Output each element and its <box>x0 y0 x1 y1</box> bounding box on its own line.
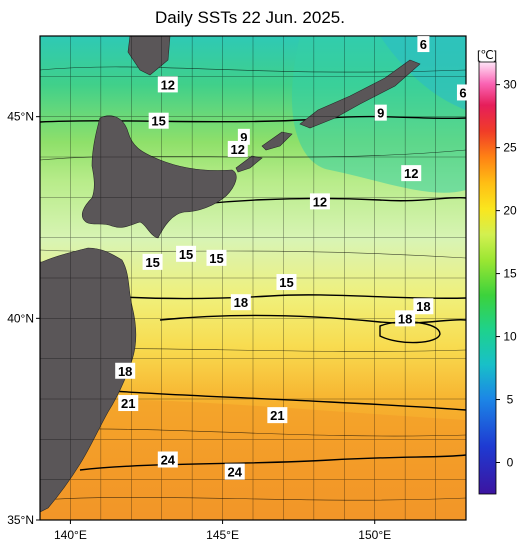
colorbar-tick-label: 0 <box>507 456 514 470</box>
isotherm-label: 18 <box>413 298 434 315</box>
svg-text:12: 12 <box>161 77 175 92</box>
isotherm-label: 15 <box>276 274 297 291</box>
svg-text:18: 18 <box>416 299 430 314</box>
colorbar-unit: [℃] <box>477 48 497 62</box>
isotherm-label: 12 <box>227 140 248 157</box>
svg-text:24: 24 <box>161 453 176 468</box>
svg-text:18: 18 <box>398 311 412 326</box>
svg-text:12: 12 <box>404 166 418 181</box>
svg-text:18: 18 <box>118 364 132 379</box>
svg-text:21: 21 <box>121 396 135 411</box>
svg-text:15: 15 <box>279 275 293 290</box>
isotherm-label: 9 <box>374 104 387 121</box>
svg-text:15: 15 <box>151 114 165 129</box>
isotherm-label: 24 <box>157 451 178 468</box>
svg-text:15: 15 <box>209 251 223 266</box>
isotherm-label: 21 <box>267 407 288 424</box>
svg-text:12: 12 <box>231 142 245 157</box>
isotherm-label: 15 <box>176 245 197 262</box>
isotherm-label: 18 <box>395 310 416 327</box>
svg-text:6: 6 <box>420 37 427 52</box>
isotherm-label: 15 <box>142 253 163 270</box>
lon-tick-label: 145°E <box>206 528 239 542</box>
isotherm-label: 15 <box>206 249 227 266</box>
isotherm-label: 18 <box>115 362 136 379</box>
svg-text:15: 15 <box>179 247 193 262</box>
svg-text:21: 21 <box>270 408 284 423</box>
isotherm-lines <box>40 115 466 471</box>
colorbar-ticks: 0 5 10 15 20 25 30 <box>496 78 517 470</box>
isotherm-label: 6 <box>456 84 469 101</box>
lon-tick-label: 150°E <box>358 528 391 542</box>
axis-labels: 45°N 40°N 35°N 140°E 145°E 150°E <box>7 110 391 542</box>
isotherm-label: 12 <box>401 165 422 182</box>
isotherm-label: 18 <box>230 294 251 311</box>
isotherm-label: 12 <box>157 76 178 93</box>
map-title: Daily SSTs 22 Jun. 2025. <box>155 8 345 27</box>
colorbar-tick-label: 30 <box>503 78 517 92</box>
isotherm-label: 12 <box>309 193 330 210</box>
lat-tick-label: 45°N <box>7 110 34 124</box>
isotherm-label: 9 <box>237 128 250 145</box>
svg-text:24: 24 <box>228 465 243 480</box>
svg-text:6: 6 <box>459 85 466 100</box>
isotherm-label: 24 <box>224 463 245 480</box>
colorbar: [℃] 0 5 10 15 20 25 30 <box>477 48 517 495</box>
lat-tick-label: 40°N <box>7 311 34 325</box>
isotherm-label: 6 <box>417 36 430 53</box>
land-masses <box>40 36 421 513</box>
svg-text:18: 18 <box>234 295 248 310</box>
map-frame <box>39 35 467 521</box>
colorbar-tick-label: 25 <box>503 141 517 155</box>
isotherm-label: 21 <box>118 395 139 412</box>
svg-text:12: 12 <box>313 194 327 209</box>
svg-text:9: 9 <box>240 130 247 145</box>
colorbar-tick-label: 20 <box>503 204 517 218</box>
svg-text:9: 9 <box>377 106 384 121</box>
colorbar-gradient <box>478 61 497 495</box>
lat-tick-label: 35°N <box>7 513 34 527</box>
lon-tick-label: 140°E <box>54 528 87 542</box>
colorbar-tick-label: 10 <box>503 330 517 344</box>
isotherm-label: 15 <box>148 112 169 129</box>
colorbar-tick-label: 5 <box>507 393 514 407</box>
colorbar-tick-label: 15 <box>503 267 517 281</box>
svg-text:15: 15 <box>145 255 159 270</box>
